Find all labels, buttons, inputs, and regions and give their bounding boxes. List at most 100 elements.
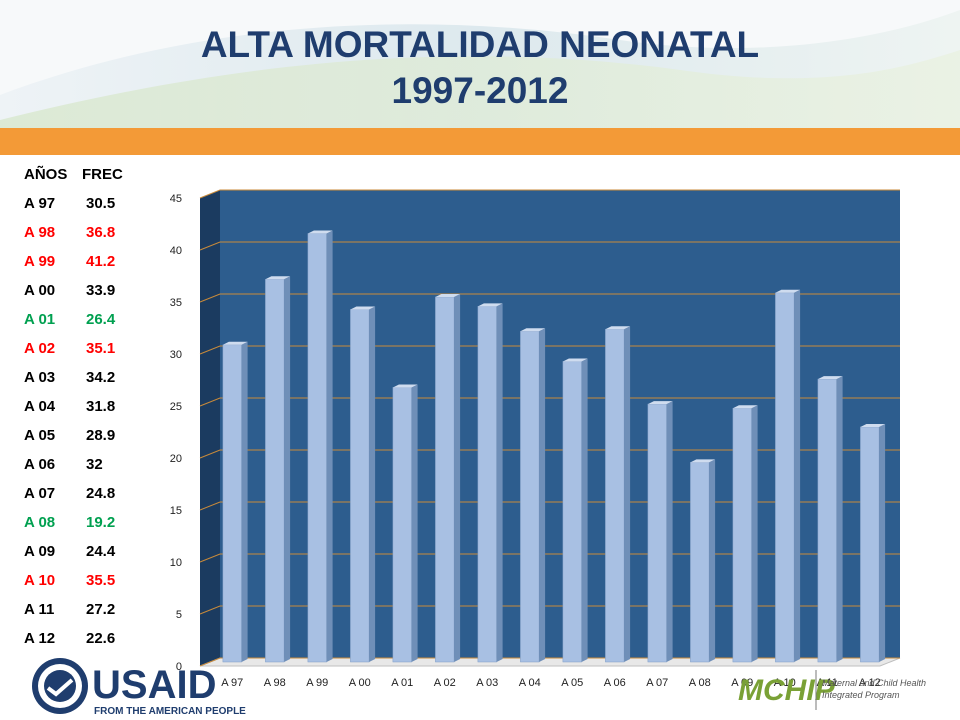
table-row: A 97 30.5	[24, 193, 159, 222]
table-cell-frequency: 26.4	[86, 311, 116, 328]
x-tick-label: A 01	[391, 677, 413, 689]
bar	[435, 296, 455, 663]
bar	[350, 309, 370, 663]
accent-bar	[0, 128, 960, 155]
table-cell-frequency: 35.5	[86, 572, 116, 589]
bar-top	[817, 376, 843, 380]
slide-title: ALTA MORTALIDAD NEONATAL 1997-2012	[0, 22, 960, 114]
table-cell-frequency: 33.9	[86, 282, 116, 299]
bar-side	[624, 326, 631, 662]
table-cell-frequency: 24.4	[86, 543, 116, 560]
table-cell-frequency: 35.1	[86, 340, 116, 357]
gridline	[199, 189, 900, 199]
bar-top	[477, 303, 503, 307]
table-row: A 11 27.2	[24, 599, 159, 628]
bar-side	[411, 384, 418, 662]
bar-top	[520, 328, 546, 332]
bar-side	[709, 459, 716, 662]
gridline	[199, 605, 900, 615]
bar	[307, 233, 327, 663]
bar	[562, 361, 582, 663]
table-cell-year: A 01	[24, 311, 56, 328]
bar-top	[222, 341, 248, 345]
bar	[775, 292, 795, 663]
table-row: A 10 35.5	[24, 570, 159, 599]
y-tick-label: 5	[176, 609, 182, 621]
bar	[732, 407, 752, 663]
y-tick-label: 40	[170, 245, 182, 257]
bar	[690, 462, 710, 663]
frequency-table: AÑOS FREC A 97 30.5 A 98 36.8 A 99 41.2 A 00 33.…	[24, 164, 159, 657]
bar-side	[496, 303, 503, 662]
bar	[222, 344, 242, 663]
table-row: A 04 31.8	[24, 396, 159, 425]
gridline	[199, 397, 900, 407]
table-rows: A 97 30.5 A 98 36.8 A 99 41.2 A 00 33.9 A 01 26.4…	[24, 193, 159, 657]
table-cell-year: A 12	[24, 630, 56, 647]
table-row: A 01 26.4	[24, 309, 159, 338]
x-tick-label: A 98	[264, 677, 286, 689]
table-row: A 06 32	[24, 454, 159, 483]
bar-top	[265, 276, 291, 280]
x-tick-label: A 06	[604, 677, 626, 689]
table-cell-frequency: 28.9	[86, 427, 116, 444]
x-tick-label: A 00	[349, 677, 371, 689]
bar-side	[539, 328, 546, 662]
header-years: AÑOS	[24, 166, 68, 183]
bar	[265, 279, 285, 663]
table-cell-year: A 07	[24, 485, 56, 502]
bar	[520, 331, 540, 663]
table-row: A 98 36.8	[24, 222, 159, 251]
table-cell-frequency: 27.2	[86, 601, 116, 618]
bar-top	[562, 358, 588, 362]
x-tick-label: A 09	[731, 677, 753, 689]
x-tick-label: A 03	[476, 677, 498, 689]
table-cell-year: A 04	[24, 398, 56, 415]
table-row: A 02 35.1	[24, 338, 159, 367]
bar-side	[454, 293, 461, 662]
x-tick-label: A 99	[306, 677, 328, 689]
gridline	[199, 293, 900, 303]
bar-side	[794, 289, 801, 662]
table-cell-frequency: 31.8	[86, 398, 116, 415]
table-row: A 07 24.8	[24, 483, 159, 512]
bar	[817, 378, 837, 663]
bar-side	[879, 423, 886, 662]
x-tick-label: A 11	[817, 677, 838, 689]
bar	[647, 403, 667, 663]
bar-side	[326, 230, 333, 662]
bar-side	[836, 376, 843, 662]
table-cell-frequency: 34.2	[86, 369, 116, 386]
bar-top	[775, 289, 801, 293]
header-frequency: FREC	[82, 166, 123, 183]
table-row: A 12 22.6	[24, 628, 159, 657]
mchip-tagline-line-2: Integrated Program	[822, 690, 900, 700]
table-cell-year: A 10	[24, 572, 56, 589]
bar-top	[435, 293, 461, 297]
x-tick-label: A 05	[561, 677, 583, 689]
y-tick-label: 0	[176, 661, 182, 673]
gridline	[199, 449, 900, 459]
gridline	[199, 241, 900, 251]
table-cell-year: A 02	[24, 340, 56, 357]
y-tick-label: 25	[170, 401, 182, 413]
usaid-tagline: FROM THE AMERICAN PEOPLE	[94, 706, 246, 717]
bar-top	[690, 459, 716, 463]
usaid-seal-icon	[32, 658, 88, 714]
y-tick-label: 15	[170, 505, 182, 517]
bar-chart: 0 5 10 15 20 25 30 35 40 45 A 97 A 98 A 99 A 00 A 01 A …	[170, 189, 901, 689]
gridline	[199, 501, 900, 511]
bar	[477, 306, 497, 663]
y-tick-label: 10	[170, 557, 182, 569]
table-cell-year: A 98	[24, 224, 56, 241]
table-cell-year: A 00	[24, 282, 56, 299]
table-cell-frequency: 41.2	[86, 253, 116, 270]
table-cell-year: A 06	[24, 456, 56, 473]
table-row: A 00 33.9	[24, 280, 159, 309]
bar-side	[369, 306, 376, 662]
table-cell-year: A 03	[24, 369, 56, 386]
table-row: A 03 34.2	[24, 367, 159, 396]
table-cell-frequency: 36.8	[86, 224, 116, 241]
table-cell-frequency: 19.2	[86, 514, 116, 531]
bar-side	[581, 358, 588, 662]
